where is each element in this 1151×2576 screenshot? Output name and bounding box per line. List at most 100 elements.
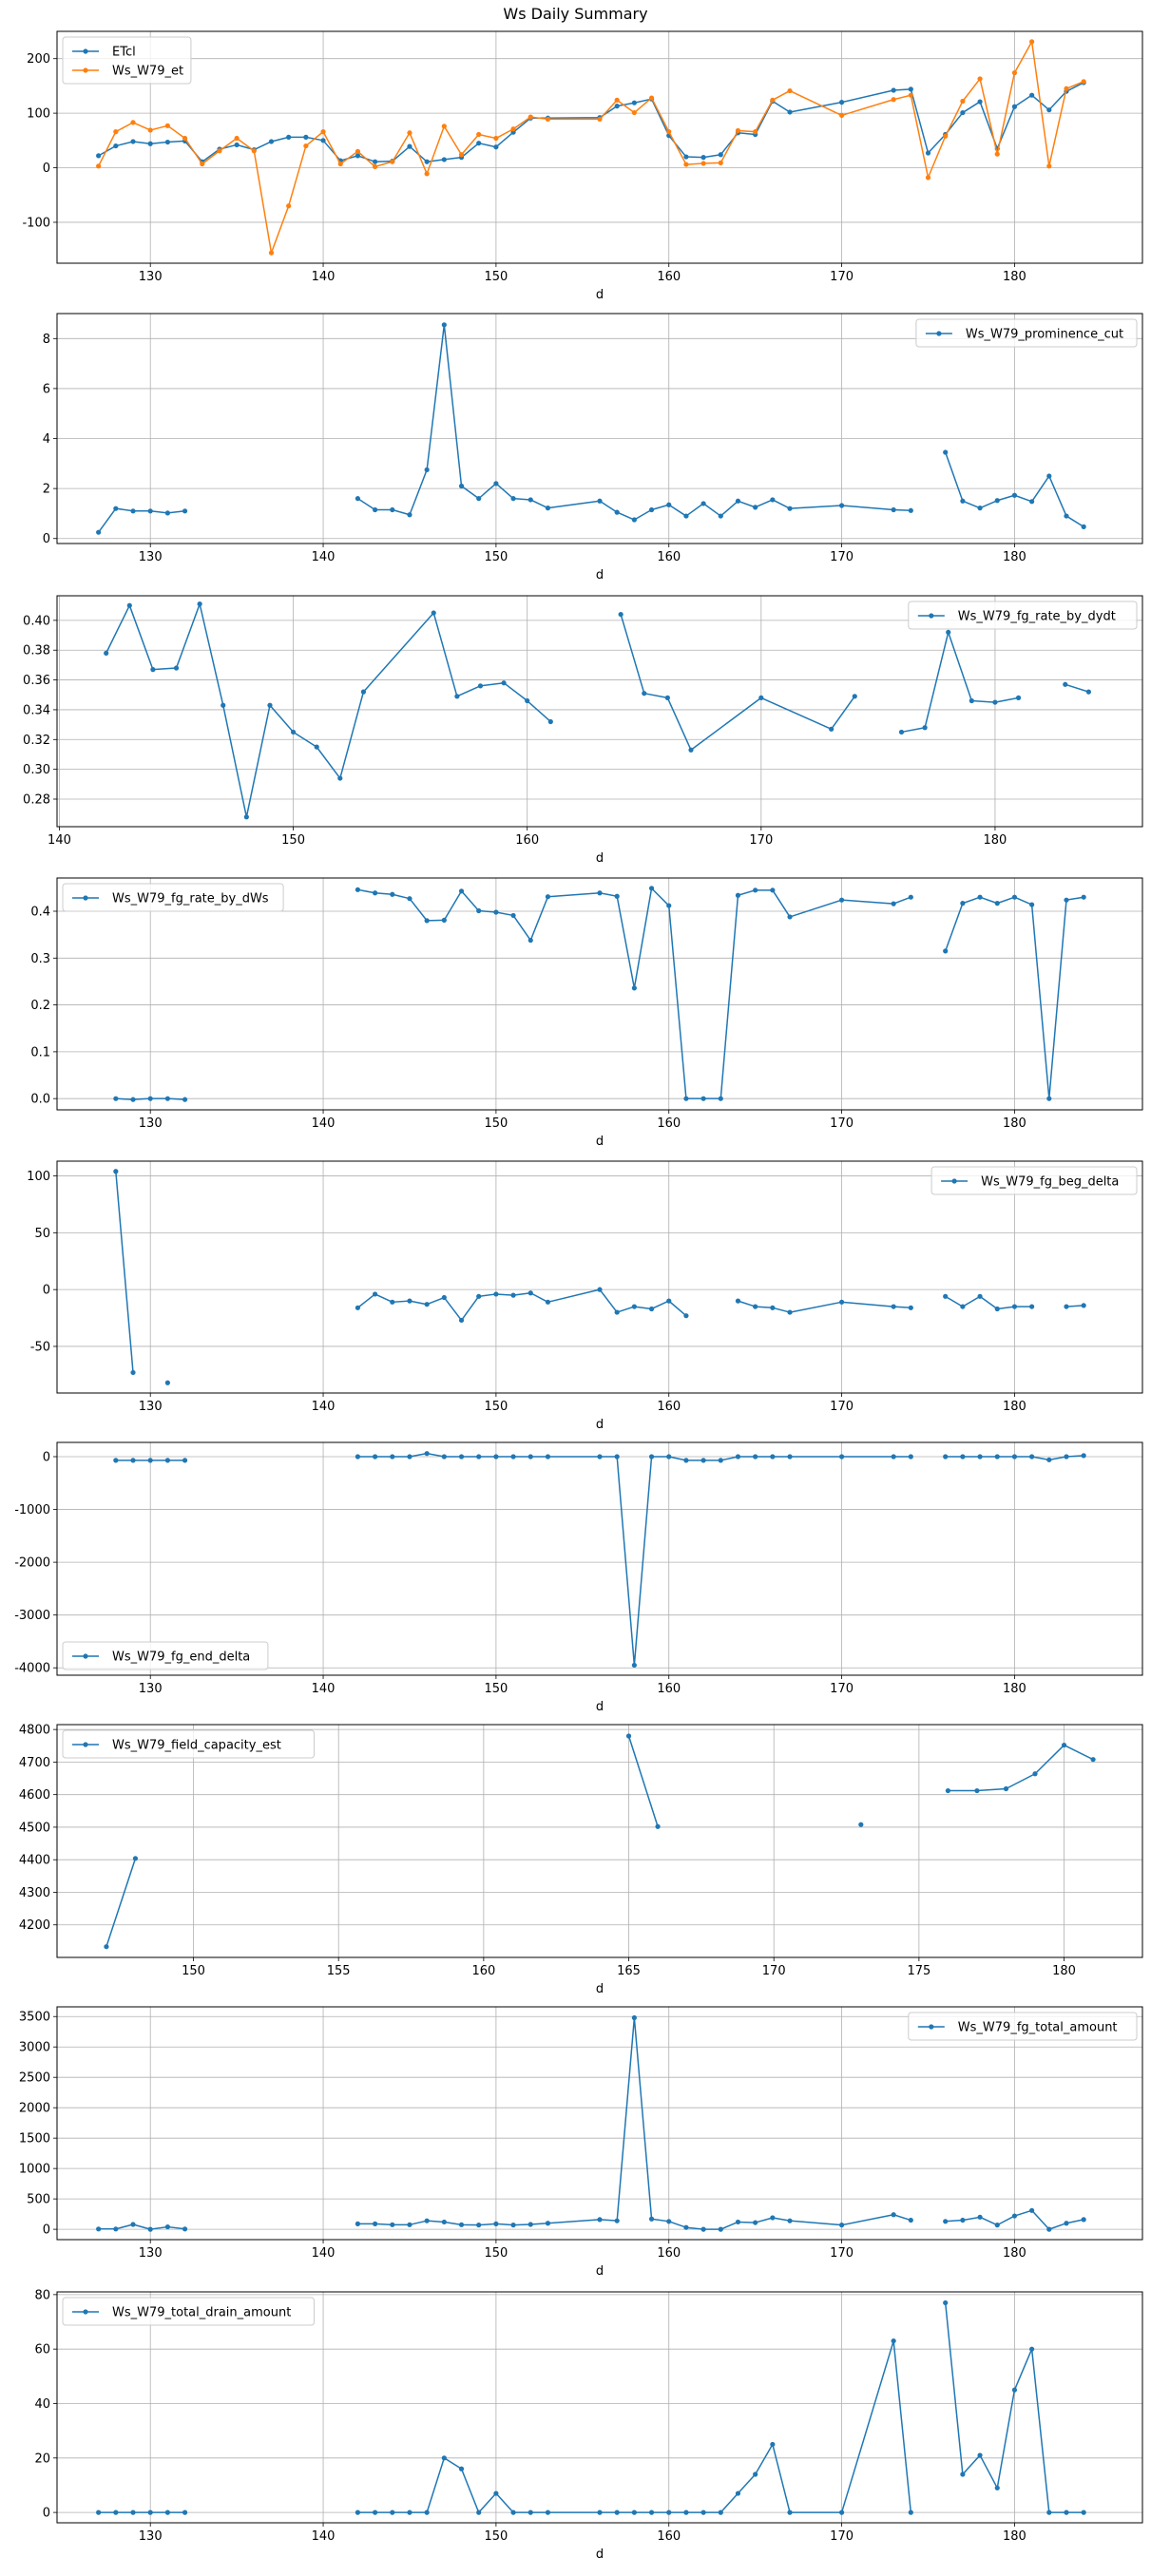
data-point — [753, 505, 758, 510]
data-point — [424, 1302, 430, 1307]
data-point — [96, 153, 102, 159]
data-point — [700, 501, 706, 506]
data-point — [458, 888, 465, 894]
data-point — [891, 87, 896, 93]
axes-frame — [56, 313, 1143, 544]
data-point — [614, 1454, 620, 1460]
axes-frame — [56, 1724, 1143, 1958]
y-tick-label: 6 — [43, 382, 50, 396]
legend-label: Ws_W79_fg_rate_by_dydt — [958, 610, 1116, 624]
legend-label: Ws_W79_et — [112, 65, 183, 79]
data-point — [458, 1317, 465, 1324]
data-point — [130, 2222, 136, 2227]
data-point — [960, 98, 966, 105]
y-tick-label: 200 — [27, 52, 50, 67]
y-tick-label: 3000 — [19, 2041, 50, 2055]
x-tick-label: 130 — [139, 1116, 163, 1131]
data-point — [147, 127, 153, 133]
data-point — [130, 2509, 136, 2515]
data-point — [838, 112, 845, 119]
data-point — [753, 129, 758, 135]
x-tick-label: 150 — [484, 1116, 508, 1131]
data-point — [648, 506, 655, 513]
data-point — [625, 1733, 632, 1739]
data-point — [372, 163, 378, 169]
subplot-8: 130 140 150 160 170 180 0 500 1000 1500 2000 2500 30… — [19, 2006, 1143, 2279]
data-point — [977, 2214, 983, 2220]
data-point — [943, 2299, 949, 2306]
data-point — [1011, 1454, 1018, 1460]
data-point — [770, 2441, 776, 2448]
data-point — [688, 747, 694, 753]
data-point — [977, 1454, 983, 1460]
x-tick-label: 170 — [830, 270, 854, 284]
y-tick-label: -1000 — [14, 1503, 50, 1517]
data-point — [1081, 1453, 1086, 1459]
x-tick-label: 180 — [1052, 1964, 1076, 1978]
data-point — [838, 100, 845, 105]
data-point — [1064, 1454, 1069, 1460]
data-point — [1029, 92, 1035, 98]
data-point — [960, 498, 966, 504]
y-tick-label: 0.38 — [23, 644, 50, 658]
y-tick-label: 4500 — [19, 1821, 50, 1835]
x-tick-label: 160 — [657, 2246, 681, 2261]
data-point — [243, 814, 249, 820]
data-point — [130, 120, 136, 125]
subplot-2: 130 140 150 160 170 180 0 2 4 6 8 d Ws_W79_prominenc… — [43, 313, 1143, 582]
data-point — [908, 92, 913, 98]
data-point — [891, 97, 896, 103]
subplot-4: 130 140 150 160 170 180 0.0 0.1 0.2 0.3 0.4 d Ws_W79… — [30, 877, 1143, 1149]
axes-frame — [56, 30, 1143, 264]
data-point — [1081, 2217, 1086, 2223]
x-tick-label: 130 — [139, 1400, 163, 1414]
y-tick-label: 0.28 — [23, 792, 50, 807]
data-point — [113, 1096, 119, 1101]
series-Ws_W79_total_drain_amount — [96, 2299, 1086, 2515]
data-point — [441, 2219, 447, 2225]
legend-marker-icon — [83, 2309, 88, 2315]
data-point — [829, 726, 834, 732]
x-tick-label: 150 — [484, 1400, 508, 1414]
x-tick-label: 160 — [657, 1682, 681, 1696]
x-axis-label: d — [596, 1418, 604, 1432]
data-point — [597, 116, 603, 123]
x-tick-label: 160 — [657, 2529, 681, 2544]
data-point — [770, 2215, 776, 2221]
x-axis-label: d — [596, 1982, 604, 1996]
legend: Ws_W79_fg_total_amount — [908, 2012, 1138, 2041]
data-point — [1011, 2387, 1018, 2393]
data-point — [1064, 897, 1069, 903]
data-point — [700, 1096, 706, 1101]
y-tick-label: 4400 — [19, 1854, 50, 1868]
data-point — [666, 1454, 672, 1460]
data-point — [528, 114, 533, 120]
data-point — [164, 2509, 170, 2515]
data-point — [130, 1458, 136, 1463]
x-tick-label: 140 — [312, 1400, 336, 1414]
data-point — [838, 1299, 845, 1305]
data-point — [147, 1458, 153, 1463]
data-point — [700, 2509, 706, 2515]
data-point — [718, 160, 723, 165]
data-point — [666, 1298, 672, 1304]
data-point — [631, 2509, 637, 2515]
data-point — [648, 1306, 655, 1312]
x-axis-label: d — [596, 2547, 604, 2562]
y-tick-label: 20 — [34, 2452, 50, 2466]
data-point — [666, 2509, 672, 2515]
x-tick-label: 140 — [48, 833, 71, 848]
data-point — [493, 2221, 499, 2226]
data-point — [372, 1454, 378, 1460]
data-point — [666, 129, 672, 135]
x-tick-label: 180 — [984, 833, 1007, 848]
y-tick-label: -4000 — [14, 1662, 50, 1676]
data-point — [355, 148, 361, 154]
data-point — [700, 2226, 706, 2232]
y-tick-label: 1000 — [19, 2163, 50, 2177]
subplot-5: 130 140 150 160 170 180 -50 0 50 100 d Ws_W79_fg_be… — [27, 1160, 1143, 1432]
x-axis-label: d — [596, 1700, 604, 1714]
data-point — [476, 141, 482, 146]
legend-label: Ws_W79_fg_beg_delta — [981, 1175, 1119, 1190]
data-point — [355, 153, 361, 159]
